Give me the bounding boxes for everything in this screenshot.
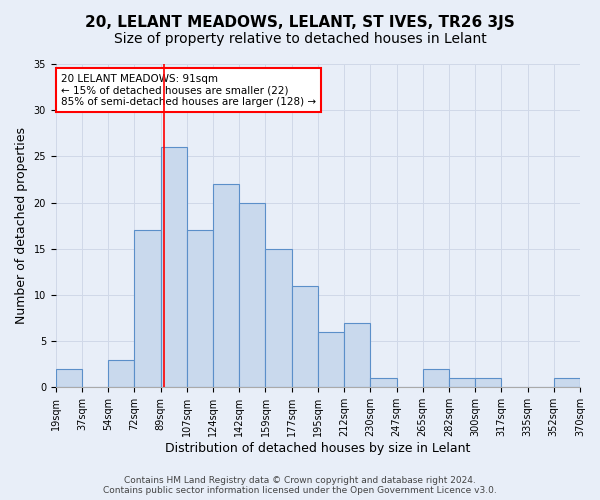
Text: 20, LELANT MEADOWS, LELANT, ST IVES, TR26 3JS: 20, LELANT MEADOWS, LELANT, ST IVES, TR2… (85, 15, 515, 30)
Bar (239, 202, 265, 388)
Bar (423, 369, 449, 388)
Bar (265, 249, 292, 388)
Bar (187, 230, 213, 388)
Bar (554, 378, 580, 388)
Bar (449, 378, 475, 388)
Bar (475, 378, 502, 388)
Bar (292, 286, 318, 388)
Text: Size of property relative to detached houses in Lelant: Size of property relative to detached ho… (113, 32, 487, 46)
Bar (370, 378, 397, 388)
Bar (108, 360, 134, 388)
X-axis label: Distribution of detached houses by size in Lelant: Distribution of detached houses by size … (165, 442, 470, 455)
Bar (134, 230, 161, 388)
Bar (56, 369, 82, 388)
Bar (213, 184, 239, 388)
Bar (318, 332, 344, 388)
Bar (161, 147, 187, 388)
Bar (344, 322, 370, 388)
Text: 20 LELANT MEADOWS: 91sqm
← 15% of detached houses are smaller (22)
85% of semi-d: 20 LELANT MEADOWS: 91sqm ← 15% of detach… (61, 74, 316, 107)
Text: Contains HM Land Registry data © Crown copyright and database right 2024.
Contai: Contains HM Land Registry data © Crown c… (103, 476, 497, 495)
Y-axis label: Number of detached properties: Number of detached properties (15, 127, 28, 324)
